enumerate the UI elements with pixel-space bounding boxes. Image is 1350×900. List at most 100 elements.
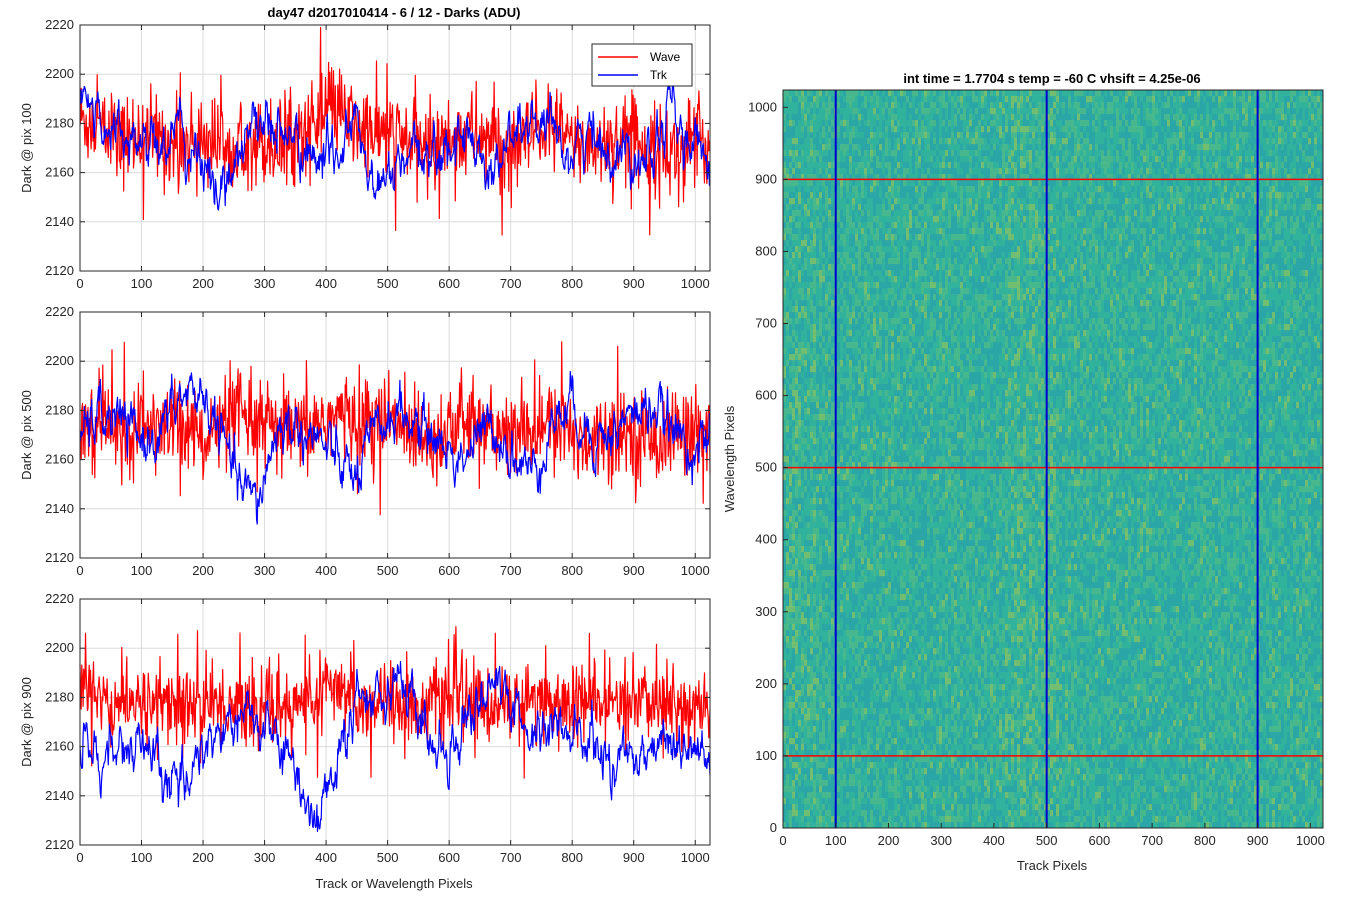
heatmap-cell [801,270,804,278]
panel-2-ylabel: Dark @ pix 500 [19,390,34,480]
heatmap-cell [828,126,831,134]
heatmap-cell [885,774,888,782]
heatmap-cell [822,348,825,356]
heatmap-cell [849,108,852,116]
heatmap-cell [783,90,786,98]
heatmap-cell [867,198,870,206]
heatmap-cell [873,606,876,614]
heatmap-cell [831,360,834,368]
heatmap-cell [831,450,834,458]
heatmap-cell [828,372,831,380]
heatmap-cell [816,810,819,818]
heatmap-cell [843,366,846,374]
heatmap-cell [882,654,885,662]
heatmap-cell [819,126,822,134]
heatmap-cell [816,624,819,632]
heatmap-cell [861,396,864,404]
heatmap-cell [888,618,891,626]
heatmap-cell [810,540,813,548]
heatmap-cell [867,780,870,788]
heatmap-cell [816,276,819,284]
heatmap-cell [789,432,792,440]
heatmap-cell [864,582,867,590]
heatmap-cell [789,690,792,698]
heatmap-cell [858,798,861,806]
heatmap-cell [879,252,882,260]
heatmap-cell [786,744,789,752]
heatmap-cell [837,420,840,428]
heatmap-cell [846,168,849,176]
heatmap-cell [831,468,834,476]
heatmap-cell [840,156,843,164]
heatmap-cell [807,666,810,674]
heatmap-cell [888,120,891,128]
heatmap-cell [888,462,891,470]
heatmap-cell [870,792,873,800]
heatmap-cell [789,336,792,344]
heatmap-cell [816,336,819,344]
heatmap-cell [837,390,840,398]
heatmap-cell [867,348,870,356]
heatmap-cell [822,174,825,182]
heatmap-cell [873,372,876,380]
heatmap-cell [819,768,822,776]
heatmap-cell [852,282,855,290]
heatmap-cell [816,360,819,368]
heatmap-cell [828,426,831,434]
heatmap-cell [879,192,882,200]
heatmap-cell [822,570,825,578]
heatmap-cell [876,714,879,722]
heatmap-cell [831,324,834,332]
heatmap-cell [783,174,786,182]
heatmap-cell [801,684,804,692]
heatmap-cell [864,696,867,704]
heatmap-cell [879,564,882,572]
heatmap-cell [810,660,813,668]
heatmap-cell [822,234,825,242]
heatmap-cell [870,348,873,356]
heatmap-cell [786,540,789,548]
heatmap-cell [816,240,819,248]
heatmap-cell [807,240,810,248]
heatmap-cell [804,306,807,314]
heatmap-cell [885,540,888,548]
heatmap-cell [855,336,858,344]
heatmap-cell [807,408,810,416]
heatmap-cell [801,510,804,518]
heatmap-cell [807,330,810,338]
heatmap-cell [804,126,807,134]
heatmap-cell [804,654,807,662]
x-tick-label: 800 [561,850,583,865]
heatmap-cell [804,330,807,338]
heatmap-cell [840,504,843,512]
heatmap-cell [786,786,789,794]
heatmap-cell [789,354,792,362]
heatmap-cell [786,654,789,662]
heatmap-cell [885,312,888,320]
heatmap-cell [798,150,801,158]
heatmap-cell [807,198,810,206]
heatmap-cell [846,696,849,704]
heatmap-cell [843,450,846,458]
heatmap-cell [867,642,870,650]
heatmap-cell [822,498,825,506]
heatmap-cell [825,486,828,494]
heatmap-cell [855,510,858,518]
heatmap-cell [828,732,831,740]
heatmap-cell [816,762,819,770]
heatmap-cell [849,408,852,416]
heatmap-cell [846,666,849,674]
heatmap-cell [783,222,786,230]
heatmap-cell [882,810,885,818]
heatmap-cell [798,762,801,770]
heatmap-cell [840,816,843,824]
heatmap-cell [846,474,849,482]
heatmap-cell [825,612,828,620]
heatmap-cell [813,246,816,254]
heatmap-cell [795,756,798,764]
heatmap-cell [789,780,792,788]
heatmap-cell [813,222,816,230]
heatmap-cell [795,198,798,206]
heatmap-cell [861,762,864,770]
heatmap-cell [819,672,822,680]
